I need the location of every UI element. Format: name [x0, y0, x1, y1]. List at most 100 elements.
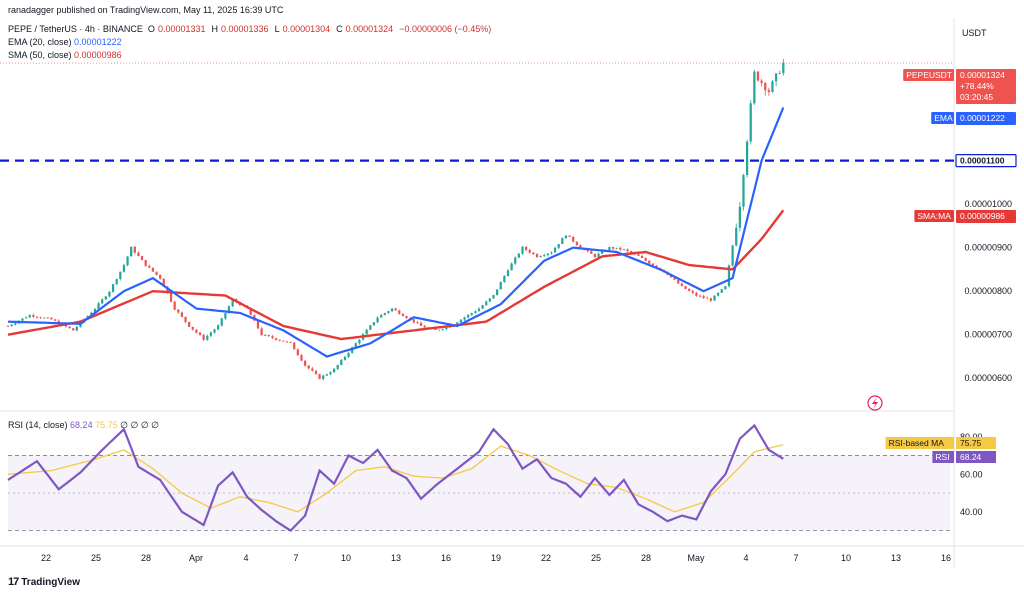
symbol-line[interactable]: PEPE / TetherUS · 4h · BINANCE	[8, 24, 143, 34]
badge-value: 0.00000986	[960, 211, 1005, 221]
candle-body	[684, 286, 687, 290]
candle-body	[630, 251, 633, 253]
candle-body	[380, 314, 383, 318]
candle-body	[303, 360, 307, 366]
candle-body	[459, 319, 463, 323]
candle-body	[10, 324, 13, 327]
badge-value: 03:20:45	[960, 92, 993, 102]
candle-body	[553, 247, 557, 253]
candle-body	[28, 314, 31, 318]
candle-body	[521, 246, 524, 254]
candle-body	[289, 341, 292, 343]
candle-body	[731, 245, 734, 266]
rsi-badge-name: RSI	[935, 452, 949, 462]
candle-body	[53, 319, 57, 321]
candle-body	[738, 206, 741, 228]
time-tick-label: 25	[91, 553, 101, 563]
time-tick-label: 4	[243, 553, 248, 563]
lightning-icon[interactable]	[867, 395, 883, 411]
candle-body	[115, 279, 118, 285]
candle-body	[195, 329, 198, 333]
candle-body	[162, 278, 165, 287]
candle-body	[514, 257, 517, 264]
candle-body	[206, 335, 209, 340]
candle-body	[655, 265, 658, 268]
candle-body	[438, 329, 441, 331]
tradingview-mark-icon: 17	[8, 576, 19, 588]
candle-body	[126, 256, 129, 266]
candle-body	[637, 254, 640, 256]
candle-body	[180, 312, 184, 317]
candle-body	[561, 238, 564, 245]
candle-body	[782, 62, 785, 74]
candle-body	[267, 334, 270, 337]
candle-body	[398, 310, 401, 314]
time-tick-label: 13	[891, 553, 901, 563]
candle-body	[347, 352, 350, 357]
candle-body	[698, 295, 702, 297]
time-tick-label: 16	[441, 553, 451, 563]
candle-body	[213, 329, 216, 333]
ema-legend[interactable]: EMA (20, close) 0.00001222	[8, 37, 122, 47]
candle-body	[133, 246, 136, 253]
candle-body	[557, 244, 560, 248]
candle-body	[579, 245, 582, 249]
candle-body	[550, 252, 553, 254]
candle-body	[137, 252, 140, 257]
candle-body	[285, 341, 289, 343]
candle-body	[32, 314, 35, 317]
candle-body	[256, 320, 260, 329]
candle-body	[470, 313, 473, 315]
candle-body	[35, 316, 39, 318]
candle-body	[456, 322, 459, 325]
candle-body	[713, 295, 716, 301]
candle-body	[568, 235, 571, 237]
time-tick-label: 22	[41, 553, 51, 563]
candle-body	[231, 299, 234, 307]
candle-body	[358, 339, 361, 344]
rsi-badge-value: 68.24	[960, 452, 982, 462]
candle-body	[517, 253, 520, 258]
candle-body	[405, 316, 408, 319]
candle-body	[524, 246, 528, 250]
candle-body	[148, 265, 151, 268]
candle-body	[463, 317, 466, 320]
candle-body	[434, 328, 437, 330]
candle-body	[249, 308, 252, 316]
candle-body	[724, 286, 727, 290]
candle-body	[271, 336, 274, 339]
candle-body	[188, 321, 191, 327]
candle-body	[735, 227, 738, 246]
badge-name: SMA:MA	[917, 211, 951, 221]
rsi-line	[7, 423, 784, 533]
candle-body	[774, 73, 778, 82]
candle-body	[640, 255, 644, 258]
sma-legend[interactable]: SMA (50, close) 0.00000986	[8, 50, 122, 60]
currency-label[interactable]: USDT	[962, 28, 987, 38]
candle-body	[140, 256, 144, 261]
candle-body	[575, 241, 578, 246]
candle-body	[644, 257, 647, 261]
badge-name-bg	[903, 69, 954, 81]
candle-body	[343, 356, 347, 360]
candle-body	[390, 308, 394, 312]
candle-body	[43, 317, 46, 319]
candle-body	[749, 103, 752, 142]
candle-body	[50, 317, 53, 320]
candle-body	[648, 260, 651, 264]
candle-body	[209, 332, 213, 336]
candle-body	[590, 251, 593, 254]
candle-body	[351, 347, 354, 353]
candle-body	[528, 249, 531, 253]
candle-body	[354, 343, 357, 348]
candle-body	[535, 253, 539, 258]
rsi-legend[interactable]: RSI (14, close) 68.24 75.75 ∅ ∅ ∅ ∅	[8, 420, 160, 430]
price-tick-label: 0.00000600	[964, 373, 1012, 383]
tradingview-logo[interactable]: 17 TradingView	[8, 576, 80, 588]
badge-value-bg	[956, 69, 1016, 104]
candle-body	[745, 141, 749, 176]
candle-body	[169, 293, 173, 302]
time-tick-label: 25	[591, 553, 601, 563]
candle-body	[184, 316, 187, 322]
ema-line	[7, 107, 785, 358]
